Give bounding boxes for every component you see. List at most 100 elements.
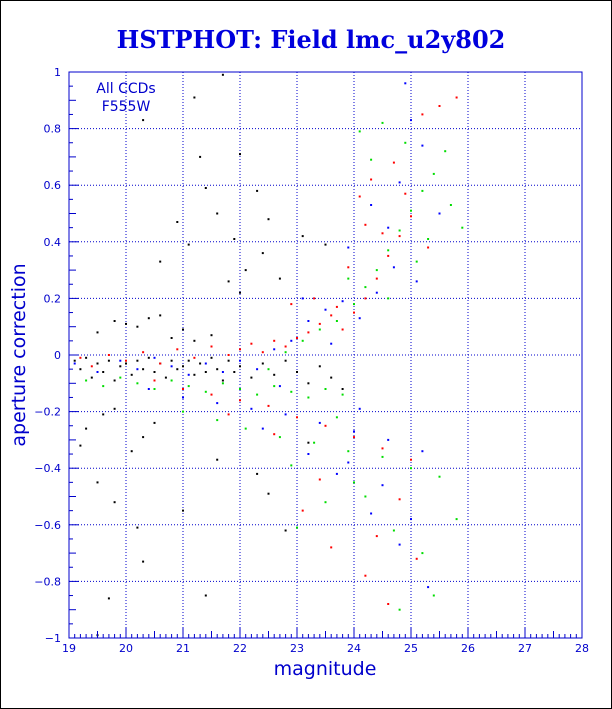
data-point bbox=[313, 297, 316, 300]
data-point bbox=[107, 359, 110, 362]
data-point bbox=[244, 427, 247, 430]
data-point bbox=[318, 421, 321, 424]
data-point bbox=[341, 388, 344, 390]
data-point bbox=[284, 345, 287, 348]
data-point bbox=[147, 356, 150, 359]
data-point bbox=[415, 280, 418, 283]
data-point bbox=[79, 444, 82, 447]
data-point bbox=[330, 314, 333, 317]
data-point bbox=[107, 354, 110, 356]
data-point bbox=[130, 450, 133, 453]
data-point bbox=[153, 371, 156, 373]
data-point bbox=[193, 339, 196, 342]
data-point bbox=[438, 105, 441, 107]
data-point bbox=[358, 195, 361, 198]
data-point bbox=[335, 320, 338, 322]
data-point bbox=[455, 518, 458, 521]
annotation-ccds: All CCDs bbox=[96, 81, 155, 97]
data-point bbox=[96, 481, 99, 484]
data-point bbox=[256, 368, 259, 371]
data-point bbox=[102, 371, 105, 373]
data-point bbox=[284, 413, 287, 416]
data-point bbox=[381, 455, 384, 458]
data-point bbox=[427, 246, 430, 249]
y-tick-label: 0.4 bbox=[44, 236, 62, 249]
data-point bbox=[239, 388, 241, 390]
data-point bbox=[210, 356, 213, 359]
data-point bbox=[341, 300, 344, 303]
data-point bbox=[182, 388, 184, 390]
data-point bbox=[375, 291, 378, 294]
data-point bbox=[330, 546, 333, 549]
y-tick-label: 0.6 bbox=[44, 179, 62, 192]
data-point bbox=[90, 376, 93, 379]
data-point bbox=[364, 297, 367, 300]
data-point bbox=[370, 158, 373, 161]
data-point bbox=[404, 141, 407, 144]
data-point bbox=[347, 266, 350, 269]
data-point bbox=[432, 172, 435, 175]
data-point bbox=[90, 365, 93, 368]
data-point bbox=[204, 362, 207, 365]
data-point bbox=[341, 328, 344, 331]
data-point bbox=[370, 512, 373, 515]
data-point bbox=[415, 260, 418, 263]
data-point bbox=[347, 450, 350, 453]
data-point bbox=[296, 371, 298, 373]
data-point bbox=[415, 557, 418, 560]
data-point bbox=[153, 379, 156, 382]
data-point bbox=[387, 297, 390, 300]
data-point bbox=[136, 368, 139, 371]
data-point bbox=[147, 317, 150, 320]
data-point bbox=[398, 229, 401, 232]
data-point bbox=[239, 365, 241, 368]
data-point bbox=[233, 371, 236, 373]
data-point bbox=[267, 492, 270, 495]
data-point bbox=[273, 385, 276, 388]
data-point bbox=[444, 150, 447, 153]
x-axis-label: magnitude bbox=[274, 658, 377, 680]
y-tick-label: −0.4 bbox=[34, 462, 61, 475]
data-point bbox=[227, 413, 230, 416]
data-point bbox=[324, 424, 327, 427]
data-point bbox=[421, 113, 424, 116]
data-point bbox=[239, 359, 241, 362]
data-point bbox=[187, 359, 190, 362]
data-point bbox=[119, 365, 122, 368]
data-points bbox=[73, 73, 464, 637]
grid bbox=[69, 72, 582, 638]
data-point bbox=[267, 404, 270, 407]
data-point bbox=[324, 308, 327, 311]
data-point bbox=[461, 226, 464, 229]
data-point bbox=[307, 453, 310, 455]
data-point bbox=[410, 209, 412, 212]
data-point bbox=[335, 416, 338, 419]
data-point bbox=[142, 368, 145, 371]
x-tick-label: 21 bbox=[176, 642, 190, 655]
data-point bbox=[176, 368, 179, 371]
data-point bbox=[125, 322, 127, 325]
data-point bbox=[432, 594, 435, 597]
data-point bbox=[221, 382, 224, 385]
data-point bbox=[375, 269, 378, 272]
data-point bbox=[136, 382, 139, 385]
x-tick-label: 26 bbox=[461, 642, 475, 655]
data-point bbox=[250, 407, 253, 410]
data-point bbox=[216, 402, 219, 405]
x-axis: 19 20 21 22 23 24 25 26 27 28 bbox=[62, 628, 589, 655]
data-point bbox=[421, 552, 424, 555]
data-point bbox=[261, 351, 264, 354]
data-point bbox=[284, 351, 287, 354]
data-point bbox=[324, 388, 327, 390]
data-point bbox=[364, 223, 367, 226]
data-point bbox=[375, 535, 378, 538]
data-point bbox=[296, 526, 298, 529]
data-point bbox=[239, 291, 241, 294]
data-point bbox=[79, 368, 82, 371]
data-point bbox=[193, 356, 196, 359]
data-point bbox=[347, 277, 350, 280]
data-point bbox=[85, 356, 88, 359]
data-point bbox=[182, 365, 184, 368]
data-point bbox=[290, 339, 293, 342]
